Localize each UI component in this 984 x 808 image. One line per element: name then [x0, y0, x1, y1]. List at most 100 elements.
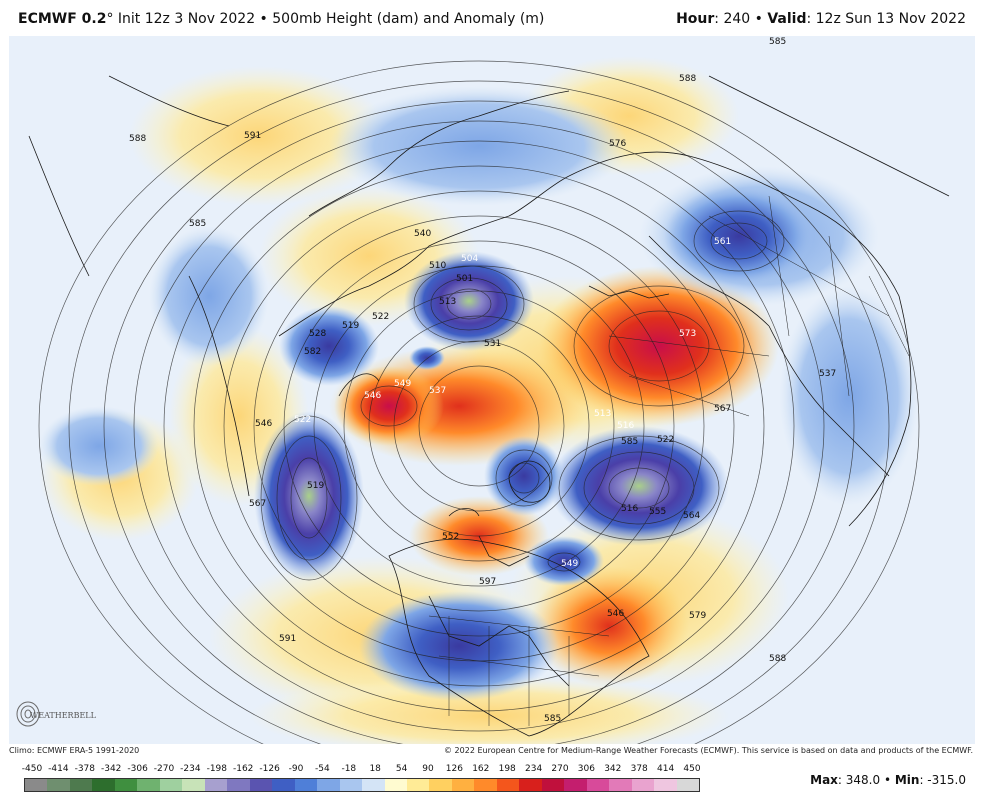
scale-segment	[496, 779, 520, 791]
scale-tick-label: -342	[100, 764, 122, 774]
scale-tick-label: -54	[315, 764, 330, 774]
contour-label: 564	[683, 511, 700, 521]
scale-tick-label: -162	[232, 764, 254, 774]
scale-tick-label: -90	[288, 764, 304, 774]
scale-tick-label: 306	[577, 764, 595, 774]
scale-segment	[182, 779, 205, 791]
contour-label: 552	[442, 532, 459, 542]
scale-segment	[69, 779, 93, 791]
contour-label: 591	[244, 131, 261, 141]
anomaly-shading	[39, 56, 919, 744]
scale-tick-label: 450	[683, 764, 701, 774]
scale-segment	[114, 779, 138, 791]
scale-segment	[339, 779, 363, 791]
hour-label: Hour	[676, 11, 715, 27]
scale-segment	[272, 779, 295, 791]
valid-label: Valid	[767, 11, 807, 27]
scale-segment	[47, 779, 70, 791]
scale-segment	[519, 779, 542, 791]
scale-segment	[564, 779, 587, 791]
scale-tick-label: -378	[74, 764, 96, 774]
ecmwf-credit: © 2022 European Centre for Medium-Range …	[444, 746, 973, 755]
contour-label: 582	[304, 347, 321, 357]
scale-segment	[25, 779, 48, 791]
contour-label: 513	[594, 409, 611, 419]
min-value: : -315.0	[919, 773, 966, 787]
scale-segment	[317, 779, 340, 791]
scale-segment	[586, 779, 610, 791]
max-label: Max	[810, 773, 838, 787]
model-title: ECMWF 0.2° Init 12z 3 Nov 2022 • 500mb H…	[18, 11, 544, 27]
max-min-readout: Max: 348.0 • Min: -315.0	[810, 773, 966, 787]
scale-segment	[92, 779, 115, 791]
scale-segment	[631, 779, 655, 791]
scale-tick-label: 234	[525, 764, 543, 774]
scale-segment	[249, 779, 273, 791]
contour-label: 561	[714, 237, 731, 247]
scale-tick-label: 54	[395, 764, 408, 774]
init-description: Init 12z 3 Nov 2022 • 500mb Height (dam)…	[113, 11, 545, 27]
contour-label: 537	[819, 369, 836, 379]
contour-label: 519	[307, 481, 324, 491]
contour-label: 597	[479, 577, 496, 587]
contour-label: 516	[621, 504, 638, 514]
max-value: : 348.0 •	[837, 773, 895, 787]
scale-segment	[406, 779, 430, 791]
contour-label: 501	[456, 274, 473, 284]
contour-label: 528	[309, 329, 326, 339]
scale-tick-label: -18	[341, 764, 357, 774]
contour-label: 588	[129, 134, 146, 144]
contour-label: 540	[414, 229, 431, 239]
contour-label: 588	[769, 654, 786, 664]
contour-label: 567	[714, 404, 731, 414]
scale-tick-label: 378	[630, 764, 648, 774]
scale-segment	[204, 779, 228, 791]
contour-label: 504	[461, 254, 478, 264]
scale-tick-label: -234	[180, 764, 201, 774]
scale-tick-label: -126	[259, 764, 280, 774]
contour-label: 576	[609, 139, 626, 149]
anomaly-color-scale: -450 -414 -378 -342 -306 -270 -234 -198 -162 -126…	[18, 764, 701, 796]
contour-label: 531	[484, 339, 501, 349]
scale-segment	[362, 779, 385, 791]
scale-tick-label: 198	[498, 764, 516, 774]
min-label: Min	[894, 773, 920, 787]
contour-label: 546	[607, 609, 624, 619]
contour-label: 513	[439, 297, 456, 307]
coastlines	[28, 75, 950, 737]
scale-tick-label: 18	[369, 764, 381, 774]
polar-stereographic-map: 585 588 591 576 561 585 588 540 504 501 …	[9, 36, 975, 744]
degree-symbol: °	[106, 11, 114, 27]
scale-segment	[384, 779, 407, 791]
hour-value: : 240 •	[714, 11, 768, 27]
borders	[428, 195, 910, 726]
contour-label: 585	[544, 714, 561, 724]
scale-segment	[294, 779, 318, 791]
scale-segment	[654, 779, 677, 791]
model-name: ECMWF 0.2	[18, 11, 107, 27]
contour-label: 522	[657, 435, 674, 445]
contour-label: 585	[769, 37, 786, 47]
contour-label: 516	[617, 421, 634, 431]
contour-label: 585	[621, 437, 638, 447]
scale-tick-label: 270	[551, 764, 569, 774]
contour-label: 585	[189, 219, 206, 229]
scale-segment	[227, 779, 250, 791]
scale-tick-label: 90	[422, 764, 434, 774]
scale-segment	[137, 779, 160, 791]
contour-label: 555	[649, 507, 666, 517]
contour-label: 537	[429, 386, 446, 396]
header-bar: ECMWF 0.2° Init 12z 3 Nov 2022 • 500mb H…	[0, 0, 984, 36]
scale-tick-label: -414	[48, 764, 69, 774]
contour-label: 546	[364, 391, 381, 401]
contour-label: 522	[294, 415, 311, 425]
scale-tick-label: 414	[657, 764, 675, 774]
scale-tick-label: 126	[445, 764, 463, 774]
contour-label: 591	[279, 634, 296, 644]
scale-tick-label: -198	[206, 764, 228, 774]
scale-bar	[24, 778, 700, 792]
scale-tick-label: 342	[604, 764, 622, 774]
weatherbell-logo: WEATHERBELL	[16, 701, 97, 727]
logo-text: WEATHERBELL	[30, 711, 97, 720]
scale-tick-label: -306	[127, 764, 148, 774]
